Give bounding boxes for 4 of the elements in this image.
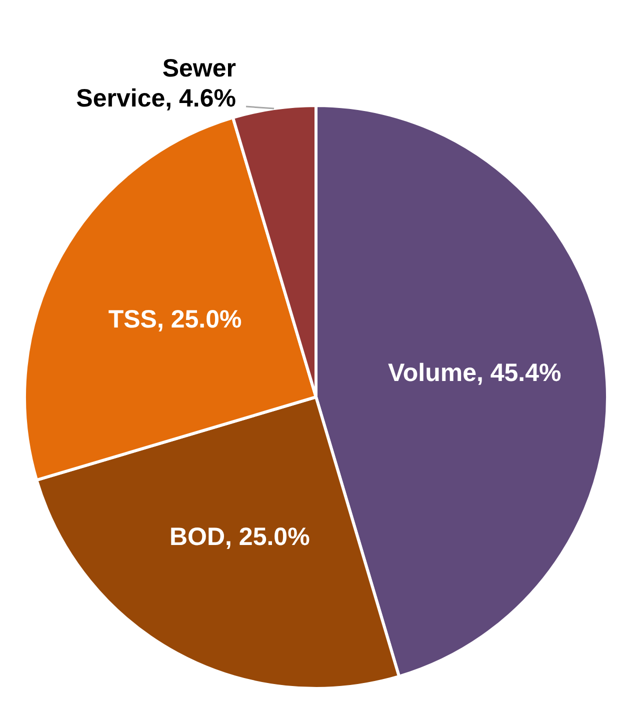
slice-label: Sewer Service, 4.6% xyxy=(76,54,236,112)
slice-label: Volume, 45.4% xyxy=(388,358,562,387)
slice-label: BOD, 25.0% xyxy=(169,522,310,551)
slice-label: TSS, 25.0% xyxy=(108,306,242,334)
